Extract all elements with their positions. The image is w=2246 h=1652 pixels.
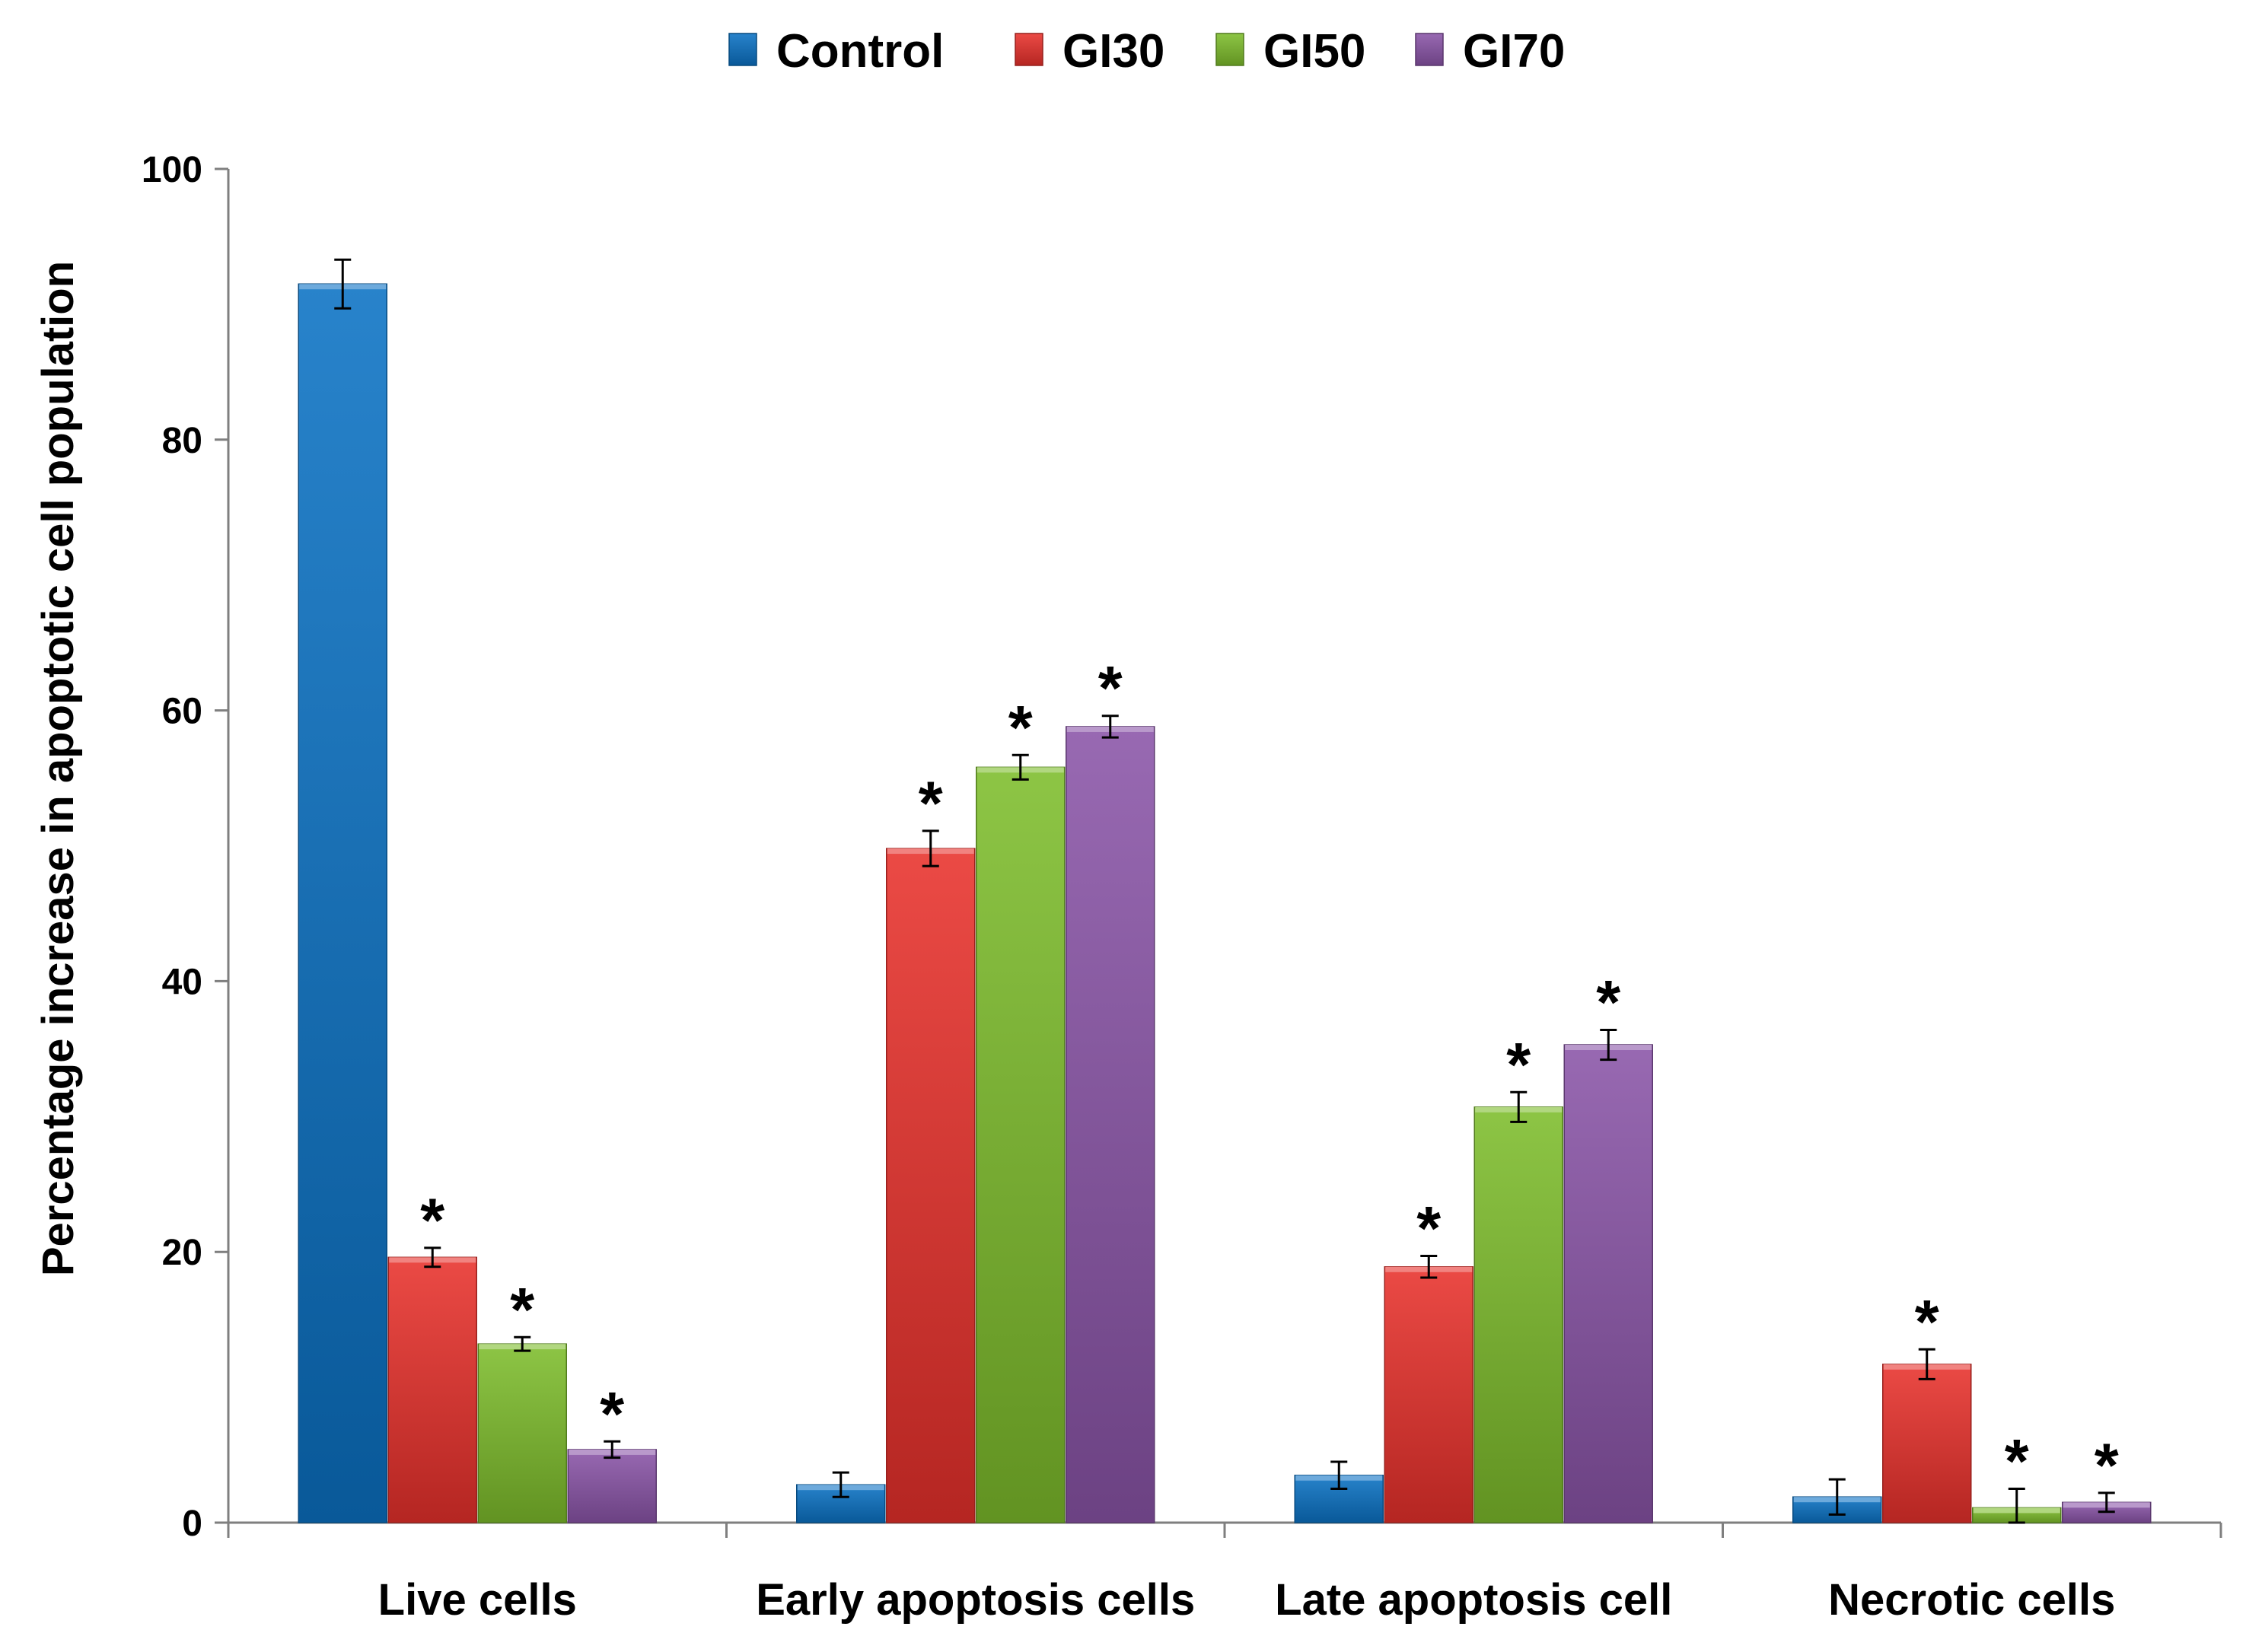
bar-gi70-3 bbox=[1563, 1044, 1653, 1523]
error-bar bbox=[1420, 1255, 1438, 1279]
significance-asterisk: * bbox=[420, 1186, 444, 1256]
error-bar bbox=[922, 829, 939, 867]
significance-asterisk: * bbox=[1915, 1288, 1939, 1357]
bars bbox=[298, 283, 2152, 1523]
legend-label: GI30 bbox=[1062, 25, 1164, 78]
legend-swatch bbox=[1215, 33, 1244, 66]
error-bar bbox=[514, 1335, 531, 1352]
bar-gi70-1 bbox=[567, 1449, 657, 1523]
significance-asterisk: * bbox=[1098, 654, 1123, 724]
y-tick-label: 0 bbox=[182, 1504, 202, 1544]
x-category-label: Live cells bbox=[378, 1575, 577, 1625]
bar-gi50-1 bbox=[477, 1343, 567, 1523]
error-bar bbox=[424, 1246, 441, 1268]
error-bar bbox=[1101, 715, 1119, 739]
error-bar bbox=[334, 258, 352, 310]
legend-item-control: Control bbox=[728, 25, 944, 78]
bar-gi30-3 bbox=[1384, 1266, 1473, 1523]
error-bar bbox=[1510, 1090, 1528, 1123]
error-bar bbox=[2008, 1488, 2025, 1524]
significance-asterisk: * bbox=[1506, 1030, 1531, 1100]
error-bar bbox=[1600, 1028, 1617, 1062]
x-axis-ticks bbox=[227, 1523, 2222, 1538]
legend-label: GI50 bbox=[1263, 25, 1365, 78]
category-labels: Live cells Early apoptosis cells Late apop… bbox=[378, 1575, 2116, 1625]
bar-gi50-3 bbox=[1473, 1106, 1563, 1523]
y-axis-title: Percentage increase in apoptotic cell po… bbox=[33, 261, 83, 1276]
significance-asterisk: * bbox=[2095, 1431, 2119, 1501]
significance-marks: * * * * * * * * * * * * bbox=[420, 654, 2119, 1501]
legend-label: Control bbox=[776, 25, 944, 78]
y-tick-label: 80 bbox=[162, 421, 202, 461]
y-tick-label: 20 bbox=[162, 1233, 202, 1273]
bar-gi70-2 bbox=[1066, 726, 1155, 1523]
bar-gi30-4 bbox=[1882, 1364, 1972, 1523]
legend: Control GI30 GI50 GI70 bbox=[728, 25, 1565, 78]
bar-control-1 bbox=[298, 283, 387, 1523]
legend-item-gi30: GI30 bbox=[1015, 25, 1164, 78]
legend-label: GI70 bbox=[1463, 25, 1565, 78]
significance-asterisk: * bbox=[1596, 968, 1620, 1037]
x-category-label: Early apoptosis cells bbox=[756, 1575, 1195, 1625]
error-bar bbox=[1011, 753, 1029, 781]
significance-asterisk: * bbox=[1416, 1195, 1441, 1264]
significance-asterisk: * bbox=[2005, 1428, 2029, 1497]
bar-gi30-2 bbox=[886, 848, 976, 1523]
significance-asterisk: * bbox=[1008, 693, 1033, 762]
y-tick-label: 40 bbox=[162, 962, 202, 1002]
error-bar bbox=[1330, 1460, 1348, 1491]
significance-asterisk: * bbox=[510, 1275, 534, 1345]
y-axis-ticks: 0 20 40 60 80 100 bbox=[142, 150, 228, 1544]
y-tick-label: 100 bbox=[142, 150, 202, 190]
error-bars bbox=[334, 258, 2115, 1524]
legend-item-gi50: GI50 bbox=[1215, 25, 1365, 78]
significance-asterisk: * bbox=[919, 769, 943, 839]
bar-gi50-2 bbox=[976, 766, 1066, 1523]
error-bar bbox=[832, 1471, 849, 1498]
error-bar bbox=[1918, 1348, 1935, 1380]
bar-gi30-1 bbox=[387, 1256, 477, 1523]
error-bar bbox=[604, 1440, 621, 1459]
x-category-label: Necrotic cells bbox=[1828, 1575, 2115, 1625]
legend-swatch bbox=[1015, 33, 1043, 66]
legend-swatch bbox=[1415, 33, 1444, 66]
legend-swatch bbox=[728, 33, 757, 66]
legend-item-gi70: GI70 bbox=[1415, 25, 1565, 78]
error-bar bbox=[2098, 1491, 2115, 1514]
error-bar bbox=[1828, 1478, 1846, 1516]
x-category-label: Late apoptosis cell bbox=[1275, 1575, 1672, 1625]
y-tick-label: 60 bbox=[162, 692, 202, 732]
significance-asterisk: * bbox=[600, 1380, 624, 1449]
